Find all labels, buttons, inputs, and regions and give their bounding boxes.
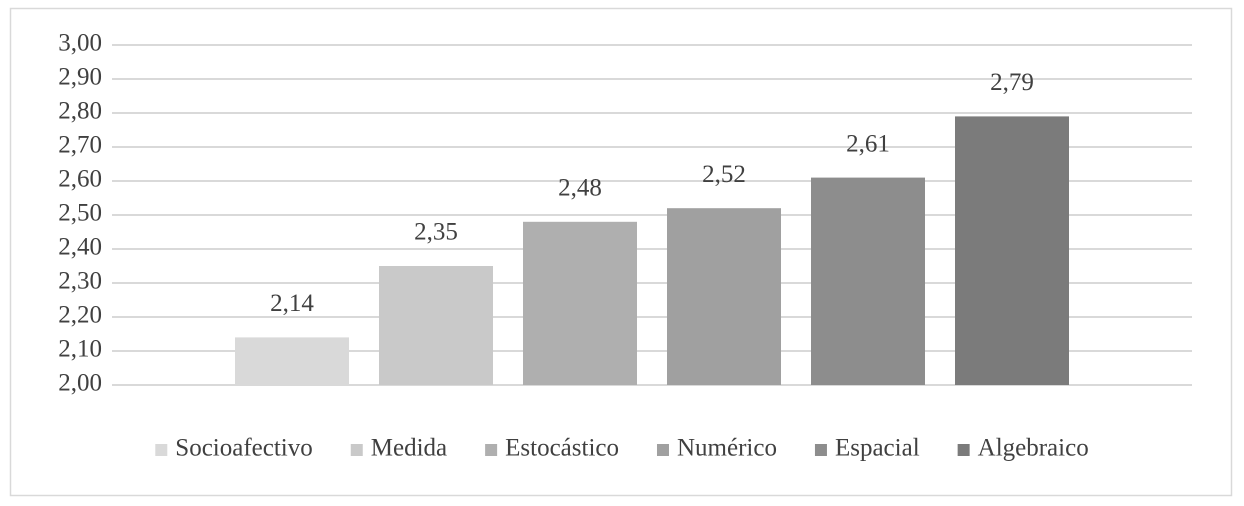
data-label: 2,61 bbox=[846, 130, 890, 157]
data-label: 2,14 bbox=[270, 290, 314, 317]
legend-label: Espacial bbox=[835, 435, 920, 462]
legend-swatch bbox=[814, 444, 827, 456]
bar bbox=[811, 177, 925, 385]
y-tick-label: 2,70 bbox=[58, 132, 102, 159]
bar bbox=[955, 116, 1069, 386]
y-tick-label: 2,30 bbox=[58, 268, 102, 295]
bar bbox=[235, 337, 349, 385]
legend-swatch bbox=[656, 444, 669, 456]
data-label: 2,79 bbox=[990, 69, 1034, 96]
data-label: 2,48 bbox=[558, 175, 602, 202]
y-tick-label: 2,80 bbox=[58, 98, 102, 125]
legend-label: Algebraico bbox=[978, 435, 1089, 462]
legend-label: Numérico bbox=[677, 435, 777, 462]
y-tick-label: 2,20 bbox=[58, 302, 102, 329]
legend-swatch bbox=[350, 444, 363, 456]
y-tick-label: 2,90 bbox=[58, 64, 102, 91]
bar bbox=[667, 208, 781, 385]
data-label: 2,35 bbox=[414, 219, 458, 246]
legend-swatch bbox=[485, 444, 498, 456]
legend-swatch bbox=[957, 444, 970, 456]
y-tick-label: 2,00 bbox=[58, 370, 102, 397]
bar bbox=[379, 266, 493, 385]
y-tick-label: 2,50 bbox=[58, 200, 102, 227]
bar bbox=[523, 221, 637, 385]
legend-label: Estocástico bbox=[505, 435, 619, 462]
y-tick-label: 2,10 bbox=[58, 336, 102, 363]
legend-label: Socioafectivo bbox=[175, 435, 312, 462]
legend-label: Medida bbox=[371, 435, 447, 462]
y-tick-label: 3,00 bbox=[58, 30, 102, 57]
y-tick-label: 2,40 bbox=[58, 234, 102, 261]
y-tick-label: 2,60 bbox=[58, 166, 102, 193]
legend-swatch bbox=[155, 444, 168, 456]
data-label: 2,52 bbox=[702, 161, 746, 188]
